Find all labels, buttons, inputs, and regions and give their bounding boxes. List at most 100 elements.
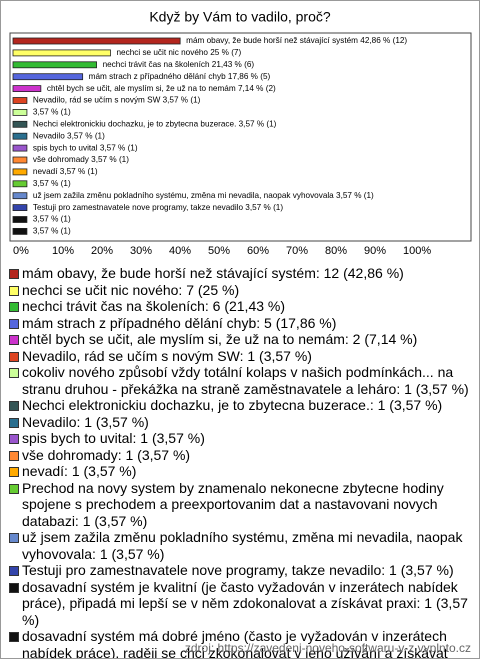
bar <box>12 120 28 128</box>
legend-item: vše dohromady: 1 (3,57 %) <box>9 447 471 464</box>
bar-label: nechci trávit čas na školeních 21,43 % (… <box>103 60 255 69</box>
legend-label: Nechci elektronickiu dochazku, je to zby… <box>22 397 443 413</box>
legend-swatch <box>9 335 19 345</box>
bar <box>12 49 111 57</box>
legend-label: nechci se učit nic nového: 7 (25 %) <box>22 281 240 298</box>
legend-label: Nevadilo: 1 (3,57 %) <box>22 413 149 430</box>
x-tick-label: 40% <box>169 245 191 257</box>
legend-label: dosavadní systém má dobré jméno (často j… <box>22 628 448 659</box>
legend-label: dosavadní systém je kvalitní (je často v… <box>22 578 468 628</box>
legend-item: Prechod na novy system by znamenalo neko… <box>9 480 471 530</box>
legend-swatch <box>9 483 19 494</box>
legend-item: Nevadilo, rád se učím s novým SW: 1 (3,5… <box>9 348 471 365</box>
legend-label: mám obavy, že bude horší než stávající s… <box>22 265 404 281</box>
bar <box>12 132 28 140</box>
legend-swatch <box>9 434 19 444</box>
x-tick-label: 0% <box>13 245 29 257</box>
legend-label: nevadí: 1 (3,57 %) <box>22 463 137 479</box>
plot-frame <box>9 32 472 242</box>
bar-label: chtěl bych se učit, ale myslím si, že už… <box>47 84 276 93</box>
bar <box>12 156 28 164</box>
legend-label: vše dohromady: 1 (3,57 %) <box>22 446 191 463</box>
bar <box>12 192 28 200</box>
legend: mám obavy, že bude horší než stávající s… <box>9 265 471 659</box>
legend-swatch <box>9 533 19 543</box>
bar <box>12 168 28 176</box>
bar-label: 3,57 % (1) <box>33 215 71 224</box>
bar-label: mám strach z případného dělání chyb 17,8… <box>89 72 271 81</box>
bar <box>12 37 181 45</box>
legend-swatch <box>9 318 19 329</box>
legend-swatch <box>9 302 19 312</box>
legend-item: nechci se učit nic nového: 7 (25 %) <box>9 282 471 299</box>
bar-label: Nevadilo 3,57 % (1) <box>33 131 105 140</box>
legend-swatch <box>9 351 19 362</box>
bar-label: vše dohromady 3,57 % (1) <box>33 155 129 164</box>
legend-label: cokoliv nového způsobí vždy totální kola… <box>22 364 469 397</box>
x-tick-label: 90% <box>364 245 386 257</box>
bar <box>12 227 28 235</box>
legend-swatch <box>9 269 19 279</box>
x-tick-label: 30% <box>130 245 152 257</box>
legend-item: cokoliv nového způsobí vždy totální kola… <box>9 364 471 397</box>
legend-item: mám strach z případného dělání chyb: 5 (… <box>9 315 471 332</box>
bar <box>12 61 97 69</box>
bar-label: Testuji pro zamestnavatele nove programy… <box>33 203 283 212</box>
source: zdroj: https://zavedeni-noveho-softwaru-… <box>184 641 471 655</box>
bar-label: Nechci elektronickiu dochazku, je to zby… <box>33 119 277 128</box>
legend-label: spis bych to uvital: 1 (3,57 %) <box>22 430 205 446</box>
legend-swatch <box>9 285 19 296</box>
bar <box>12 216 28 223</box>
bar-label: nevadí 3,57 % (1) <box>33 167 98 176</box>
legend-swatch <box>9 368 19 378</box>
bar-label: nechci se učit nic nového 25 % (7) <box>117 48 242 57</box>
legend-swatch <box>9 467 19 477</box>
legend-item: dosavadní systém je kvalitní (je často v… <box>9 579 471 629</box>
legend-label: už jsem zažila změnu pokladního systému,… <box>22 529 463 562</box>
legend-item: už jsem zažila změnu pokladního systému,… <box>9 529 471 562</box>
bar <box>12 109 28 116</box>
chart: Když by Vám to vadilo, proč? 0% 10% 20% 30%… <box>9 9 472 257</box>
bar <box>12 85 42 92</box>
bar <box>12 180 28 188</box>
bar-label: už jsem zažila změnu pokladního systému,… <box>33 191 374 200</box>
x-tick-label: 70% <box>286 245 308 257</box>
bar <box>12 204 28 212</box>
legend-item: Nevadilo: 1 (3,57 %) <box>9 414 471 431</box>
x-tick-label: 80% <box>325 245 347 257</box>
bar-label: Nevadilo, rád se učím s novým SW 3,57 % … <box>33 96 201 105</box>
legend-item: spis bych to uvital: 1 (3,57 %) <box>9 430 471 447</box>
legend-swatch <box>9 566 19 576</box>
x-tick-label: 100% <box>403 245 431 257</box>
chart-title: Když by Vám to vadilo, proč? <box>149 9 331 25</box>
x-tick-label: 10% <box>52 245 74 257</box>
legend-item: dosavadní systém má dobré jméno (často j… <box>9 628 471 659</box>
bar <box>12 97 28 104</box>
legend-item: nechci trávit čas na školeních: 6 (21,43… <box>9 298 471 315</box>
bar-label: mám obavy, že bude horší než stávající s… <box>186 36 407 45</box>
x-tick-label: 60% <box>247 245 269 257</box>
legend-swatch <box>9 401 19 411</box>
legend-item: Nechci elektronickiu dochazku, je to zby… <box>9 397 471 414</box>
legend-swatch <box>9 450 19 461</box>
bar-label: spis bych to uvital 3,57 % (1) <box>33 143 138 152</box>
bar-label: 3,57 % (1) <box>33 227 71 236</box>
x-tick-label: 20% <box>91 245 113 257</box>
legend-label: Testuji pro zamestnavatele nove programy… <box>22 562 454 578</box>
legend-label: mám strach z případného dělání chyb: 5 (… <box>22 314 337 331</box>
legend-item: mám obavy, že bude horší než stávající s… <box>9 265 471 282</box>
legend-swatch <box>9 417 19 428</box>
bar <box>12 73 84 81</box>
legend-label: nechci trávit čas na školeních: 6 (21,43… <box>22 298 286 314</box>
legend-swatch <box>9 582 19 593</box>
legend-label: Prechod na novy system by znamenalo neko… <box>22 479 444 529</box>
bar-label: 3,57 % (1) <box>33 108 71 117</box>
x-tick-label: 50% <box>208 245 230 257</box>
legend-label: Nevadilo, rád se učím s novým SW: 1 (3,5… <box>22 347 312 364</box>
legend-label: chtěl bych se učit, ale myslím si, že už… <box>22 331 418 347</box>
bar <box>12 144 28 152</box>
legend-item: Testuji pro zamestnavatele nove programy… <box>9 562 471 579</box>
bar-label: 3,57 % (1) <box>33 179 71 188</box>
legend-swatch <box>9 632 19 642</box>
